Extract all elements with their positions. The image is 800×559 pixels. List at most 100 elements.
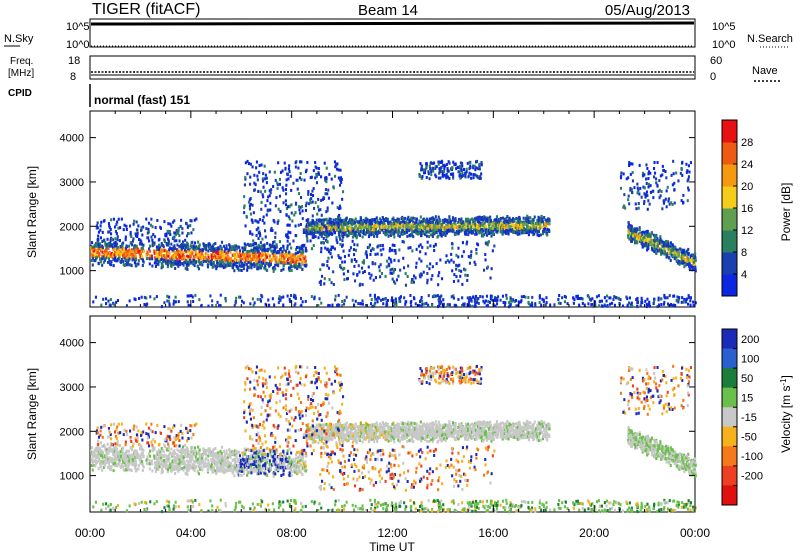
power-cell xyxy=(393,280,395,283)
power-cell xyxy=(261,201,263,204)
power-cell xyxy=(685,163,687,166)
power-cell xyxy=(629,187,631,190)
power-cell xyxy=(636,227,638,230)
power-cell xyxy=(321,275,323,278)
power-cell xyxy=(105,297,107,300)
power-cell xyxy=(375,228,377,231)
power-cell xyxy=(404,217,406,220)
power-cell xyxy=(681,162,683,165)
power-cell xyxy=(128,245,130,248)
power-cell xyxy=(175,296,177,299)
power-cell xyxy=(379,269,381,272)
power-cell xyxy=(245,161,247,164)
power-cell xyxy=(291,269,293,272)
power-cell xyxy=(251,219,253,222)
power-cell xyxy=(235,297,237,300)
power-cell xyxy=(220,294,222,297)
power-cell xyxy=(217,301,219,304)
power-cell xyxy=(138,259,140,262)
power-cell xyxy=(541,226,543,229)
power-cell xyxy=(250,213,252,216)
power-cell xyxy=(259,234,261,237)
power-cell xyxy=(667,296,669,299)
power-cell xyxy=(249,183,251,186)
power-cell xyxy=(137,263,139,266)
power-cell xyxy=(221,247,223,250)
power-cell xyxy=(386,265,388,268)
power-cell xyxy=(287,262,289,265)
power-cell xyxy=(329,218,331,221)
power-cell xyxy=(179,240,181,243)
power-cell xyxy=(258,171,260,174)
power-cell xyxy=(238,296,240,299)
power-cell xyxy=(441,161,443,164)
power-cell xyxy=(303,244,305,247)
power-cell xyxy=(412,235,414,238)
power-cell xyxy=(349,249,351,252)
power-cell xyxy=(170,243,172,246)
power-cell xyxy=(301,247,303,250)
power-cell xyxy=(399,296,401,299)
power-cell xyxy=(243,206,245,209)
power-cell xyxy=(284,162,286,165)
power-cell xyxy=(436,165,438,168)
power-cell xyxy=(479,295,481,298)
power-cell xyxy=(420,305,422,308)
power-cell xyxy=(297,188,299,191)
power-cell xyxy=(485,258,487,261)
power-cell xyxy=(151,257,153,260)
power-cell xyxy=(341,219,343,222)
power-cell xyxy=(607,304,609,307)
power-cell xyxy=(302,300,304,303)
power-cell xyxy=(273,219,275,222)
power-cell xyxy=(665,247,667,250)
power-cell xyxy=(277,222,279,225)
power-cell xyxy=(687,303,689,306)
power-cell xyxy=(180,219,182,222)
power-cell xyxy=(452,229,454,232)
power-cell xyxy=(533,218,535,221)
power-cell xyxy=(273,303,275,306)
power-cell xyxy=(539,227,541,230)
power-cell xyxy=(340,169,342,172)
power-cell xyxy=(328,267,330,270)
power-cell xyxy=(320,175,322,178)
power-cell xyxy=(336,239,338,242)
power-cell xyxy=(477,243,479,246)
power-cell xyxy=(279,195,281,198)
power-cell xyxy=(356,244,358,247)
power-cell xyxy=(373,235,375,238)
power-cell xyxy=(652,196,654,199)
power-cell xyxy=(180,225,182,228)
power-cell xyxy=(682,194,684,197)
power-cell xyxy=(649,240,651,243)
power-cell xyxy=(546,234,548,237)
power-cell xyxy=(474,263,476,266)
power-cell xyxy=(511,300,513,303)
power-cell xyxy=(327,189,329,192)
power-cell xyxy=(393,235,395,238)
power-cell xyxy=(353,265,355,268)
power-cell xyxy=(110,298,112,301)
power-cell xyxy=(661,207,663,210)
power-cell xyxy=(485,242,487,245)
power-cell xyxy=(371,222,373,225)
power-cell xyxy=(464,268,466,271)
power-cell xyxy=(654,172,656,175)
power-cell xyxy=(657,185,659,188)
power-cell xyxy=(435,215,437,218)
power-cell xyxy=(627,225,629,228)
power-cell xyxy=(377,300,379,303)
power-cell xyxy=(167,222,169,225)
power-cell xyxy=(358,271,360,274)
power-cell xyxy=(372,261,374,264)
power-cell xyxy=(185,222,187,225)
power-cell xyxy=(469,161,471,164)
power-cell xyxy=(543,299,545,302)
power-cell xyxy=(321,235,323,238)
power-cell xyxy=(174,247,176,250)
power-cell xyxy=(428,172,430,175)
power-cell xyxy=(287,205,289,208)
power-cell xyxy=(318,171,320,174)
power-cell xyxy=(354,279,356,282)
